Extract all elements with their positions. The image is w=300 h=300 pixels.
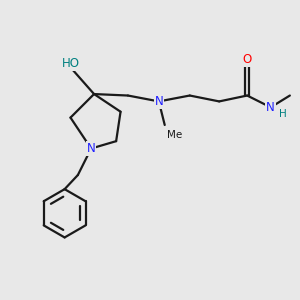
Text: Me: Me [167, 130, 182, 140]
Text: N: N [266, 101, 275, 114]
Text: H: H [279, 109, 286, 119]
Text: N: N [154, 95, 163, 108]
Text: N: N [87, 142, 95, 155]
Text: O: O [242, 53, 252, 66]
Text: HO: HO [61, 57, 80, 70]
